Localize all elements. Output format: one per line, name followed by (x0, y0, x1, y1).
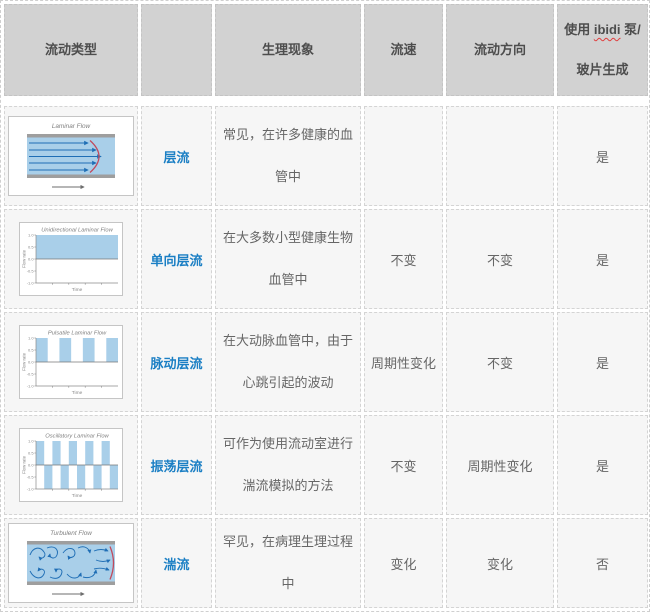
header-flow-type: 流动类型 (4, 4, 138, 96)
cell-direction (446, 106, 554, 206)
header-name (141, 4, 212, 96)
svg-text:0.0: 0.0 (28, 257, 34, 262)
cell-direction: 周期性变化 (446, 415, 554, 515)
flow-name-link[interactable]: 层流 (141, 106, 212, 206)
laminar-flow-diagram: Laminar Flow (8, 116, 134, 196)
cell-diagram: Pulsatile Laminar Flow 1.0 0.5 0.0 -0.5 -1.0 F… (4, 312, 138, 412)
unidirectional-flow-chart: Unidirectional Laminar Flow 1.0 0.5 0.0 -0.5… (19, 222, 123, 296)
header-flow-type-label: 流动类型 (44, 42, 97, 57)
header-ibidi-word: ibidi (593, 22, 621, 37)
svg-text:Time: Time (72, 493, 83, 499)
oscillatory-flow-chart: Oscillatory Laminar Flow 1.0 0.5 0.0 -0.5 -1.… (19, 428, 123, 502)
header-row: 流动类型 生理现象 流速 流动方向 使用 ibidi 泵/玻片生成 (4, 4, 648, 96)
svg-text:0.0: 0.0 (28, 463, 34, 468)
cell-ibidi: 是 (557, 106, 648, 206)
flow-name-link[interactable]: 湍流 (141, 518, 212, 608)
table-row-unidirectional: Unidirectional Laminar Flow 1.0 0.5 0.0 -0.5… (4, 209, 648, 309)
table-row-oscillatory: Oscillatory Laminar Flow 1.0 0.5 0.0 -0.5 -1.… (4, 415, 648, 515)
cell-phenomenon: 常见，在许多健康的血管中 (215, 106, 361, 206)
header-ibidi: 使用 ibidi 泵/玻片生成 (557, 4, 648, 96)
table-row-laminar: Laminar Flow 层流 常见，在许多健康的血管中 是 (4, 106, 648, 206)
svg-text:-0.5: -0.5 (27, 269, 35, 274)
svg-text:-1.0: -1.0 (27, 281, 35, 286)
svg-text:Oscillatory Laminar Flow: Oscillatory Laminar Flow (45, 434, 109, 440)
cell-ibidi: 否 (557, 518, 648, 608)
svg-text:1.0: 1.0 (28, 336, 34, 341)
header-ibidi-suffix: 泵/玻片生成 (576, 22, 641, 77)
svg-text:-0.5: -0.5 (27, 475, 35, 480)
svg-text:0.5: 0.5 (28, 451, 34, 456)
table-row-pulsatile: Pulsatile Laminar Flow 1.0 0.5 0.0 -0.5 -1.0 F… (4, 312, 648, 412)
svg-text:Unidirectional Laminar Flow: Unidirectional Laminar Flow (41, 228, 113, 234)
flow-name-link[interactable]: 振荡层流 (141, 415, 212, 515)
header-phenomenon-label: 生理现象 (261, 42, 314, 57)
pulsatile-flow-chart: Pulsatile Laminar Flow 1.0 0.5 0.0 -0.5 -1.0 F… (19, 325, 123, 399)
svg-text:Pulsatile Laminar Flow: Pulsatile Laminar Flow (48, 331, 107, 337)
cell-velocity (364, 106, 443, 206)
svg-text:Flow rate: Flow rate (22, 455, 27, 474)
cell-phenomenon: 可作为使用流动室进行湍流模拟的方法 (215, 415, 361, 515)
cell-phenomenon: 在大多数小型健康生物血管中 (215, 209, 361, 309)
header-body-spacer (4, 99, 648, 103)
cell-diagram: Oscillatory Laminar Flow 1.0 0.5 0.0 -0.5 -1.… (4, 415, 138, 515)
header-velocity-label: 流速 (390, 42, 417, 57)
svg-text:1.0: 1.0 (28, 233, 34, 238)
header-direction: 流动方向 (446, 4, 554, 96)
svg-text:Time: Time (72, 287, 83, 293)
svg-text:-1.0: -1.0 (27, 384, 35, 389)
cell-velocity: 不变 (364, 209, 443, 309)
cell-diagram: Laminar Flow (4, 106, 138, 206)
flow-name-link[interactable]: 单向层流 (141, 209, 212, 309)
svg-text:Time: Time (72, 390, 83, 396)
cell-phenomenon: 罕见，在病理生理过程中 (215, 518, 361, 608)
svg-text:Laminar Flow: Laminar Flow (52, 123, 91, 130)
svg-text:0.5: 0.5 (28, 245, 34, 250)
cell-ibidi: 是 (557, 415, 648, 515)
svg-text:-0.5: -0.5 (27, 372, 35, 377)
header-direction-label: 流动方向 (473, 42, 526, 57)
svg-text:0.0: 0.0 (28, 360, 34, 365)
table-row-turbulent: Turbulent Flow 湍流 罕见，在病理生理过程中 变化 变化 否 (4, 518, 648, 608)
cell-velocity: 变化 (364, 518, 443, 608)
svg-text:0.5: 0.5 (28, 348, 34, 353)
svg-text:Turbulent Flow: Turbulent Flow (50, 530, 92, 537)
cell-direction: 不变 (446, 209, 554, 309)
cell-ibidi: 是 (557, 209, 648, 309)
header-ibidi-prefix: 使用 (564, 22, 594, 37)
cell-diagram: Turbulent Flow (4, 518, 138, 608)
turbulent-flow-diagram: Turbulent Flow (8, 523, 134, 603)
cell-diagram: Unidirectional Laminar Flow 1.0 0.5 0.0 -0.5… (4, 209, 138, 309)
cell-ibidi: 是 (557, 312, 648, 412)
svg-text:1.0: 1.0 (28, 439, 34, 444)
cell-phenomenon: 在大动脉血管中，由于心跳引起的波动 (215, 312, 361, 412)
svg-text:Flow rate: Flow rate (22, 249, 27, 268)
cell-velocity: 不变 (364, 415, 443, 515)
header-velocity: 流速 (364, 4, 443, 96)
svg-text:Flow rate: Flow rate (22, 352, 27, 371)
flow-name-link[interactable]: 脉动层流 (141, 312, 212, 412)
cell-velocity: 周期性变化 (364, 312, 443, 412)
header-phenomenon: 生理现象 (215, 4, 361, 96)
cell-direction: 变化 (446, 518, 554, 608)
cell-direction: 不变 (446, 312, 554, 412)
svg-text:-1.0: -1.0 (27, 487, 35, 492)
